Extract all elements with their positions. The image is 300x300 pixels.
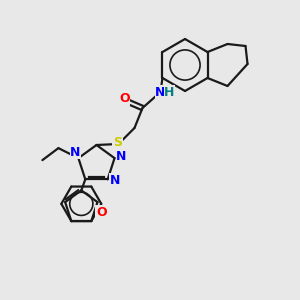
Text: N: N	[70, 146, 81, 159]
Text: N: N	[116, 150, 127, 163]
Text: N: N	[155, 85, 166, 98]
Text: N: N	[110, 174, 120, 187]
Text: S: S	[113, 136, 122, 149]
Text: H: H	[164, 85, 175, 98]
Text: O: O	[119, 92, 130, 106]
Text: O: O	[96, 206, 107, 219]
